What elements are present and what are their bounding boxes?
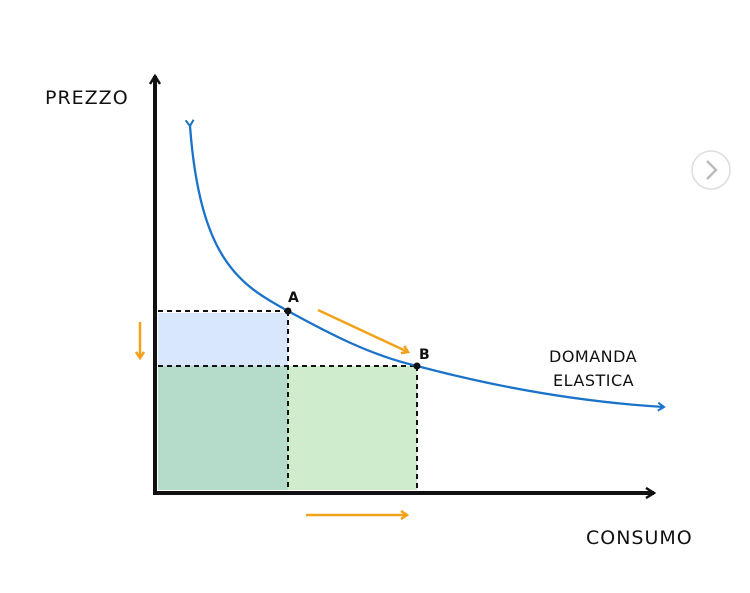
y-axis-label: PREZZO [45, 87, 129, 109]
point-a [284, 307, 292, 315]
next-button[interactable] [691, 150, 731, 190]
curve-label: DOMANDA [549, 347, 637, 366]
demand-curve [184, 119, 666, 412]
point-label: A [288, 290, 299, 306]
common-area [158, 366, 288, 490]
point-label: B [419, 347, 430, 363]
x-axis-label: CONSUMO [586, 527, 693, 549]
point-b [413, 362, 421, 370]
quantity-gain-area [288, 366, 417, 490]
movement-arrow [317, 308, 408, 352]
curve-label: ELASTICA [553, 371, 634, 390]
price-drop-area [158, 313, 288, 366]
